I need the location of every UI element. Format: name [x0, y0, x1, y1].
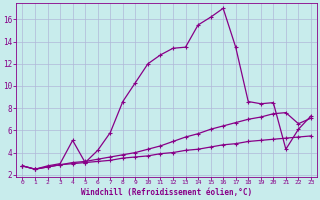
X-axis label: Windchill (Refroidissement éolien,°C): Windchill (Refroidissement éolien,°C)	[81, 188, 252, 197]
